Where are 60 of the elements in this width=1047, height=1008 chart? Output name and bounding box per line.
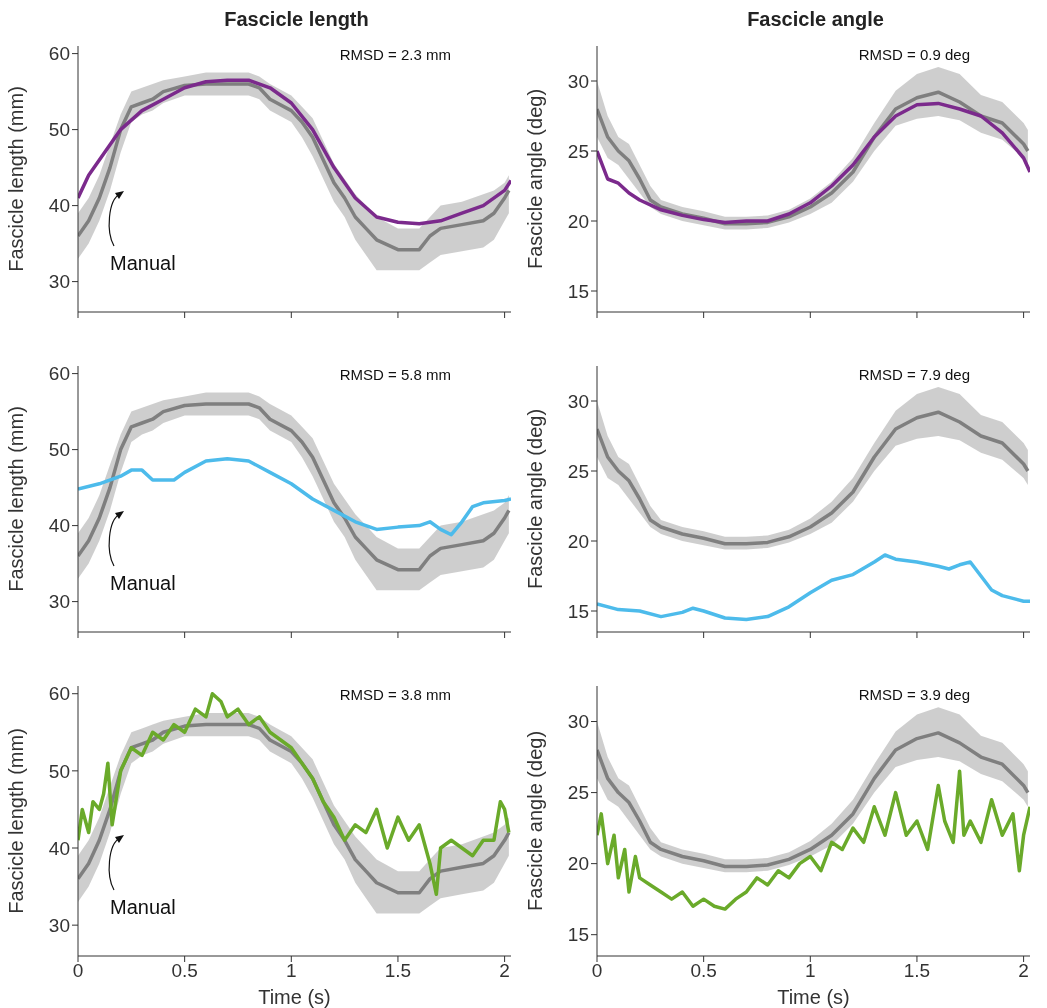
annotation: RMSD = 7.9 deg (858, 366, 970, 383)
y-tick-label: 30 (567, 70, 589, 92)
y-tick-label: 40 (48, 195, 70, 217)
y-tick-label: 30 (48, 914, 70, 936)
annotation: Manual (110, 572, 176, 594)
annotation: RMSD = 0.9 deg (858, 46, 970, 63)
annotation: Manual (110, 252, 176, 274)
y-tick-label: 20 (567, 210, 589, 232)
y-tick-label: 60 (48, 43, 70, 65)
line-series (597, 731, 1030, 869)
x-tick-label: 0 (72, 960, 84, 982)
y-tick-label: 15 (567, 924, 589, 946)
x-tick-label: 0.5 (171, 960, 198, 982)
annotation: RMSD = 5.8 mm (339, 366, 451, 383)
y-tick-label: 25 (567, 140, 589, 162)
y-tick-label: 25 (567, 460, 589, 482)
y-tick-label: 60 (48, 363, 70, 385)
y-axis-title: Fascicle length (mm) (5, 86, 28, 272)
y-tick-label: 60 (48, 683, 70, 705)
y-axis-title: Fascicle angle (deg) (524, 88, 547, 270)
y-tick-label: 50 (48, 760, 70, 782)
y-axis-title: Fascicle angle (deg) (524, 408, 547, 590)
y-tick-label: 15 (567, 600, 589, 622)
y-tick-label: 50 (48, 439, 70, 461)
x-axis-title: Time (s) (258, 986, 331, 1008)
x-tick-label: 1.5 (384, 960, 412, 982)
y-tick-label: 25 (567, 782, 589, 804)
line-series (597, 769, 1030, 911)
x-tick-label: 0 (591, 960, 603, 982)
line-series (78, 78, 511, 226)
chart-title: Fascicle angle (746, 8, 885, 32)
y-tick-label: 20 (567, 530, 589, 552)
y-axis-title: Fascicle angle (deg) (524, 730, 547, 912)
annotation: RMSD = 3.8 mm (339, 686, 451, 703)
y-tick-label: 15 (567, 280, 589, 302)
chart-title: Fascicle length (223, 8, 370, 32)
x-tick-label: 2 (499, 960, 510, 982)
y-tick-label: 40 (48, 515, 70, 537)
line-series (597, 553, 1030, 622)
y-tick-label: 20 (567, 853, 589, 875)
x-tick-label: 1.5 (903, 960, 931, 982)
y-tick-label: 30 (567, 711, 589, 733)
y-axis-title: Fascicle length (mm) (5, 406, 28, 592)
x-axis-title: Time (s) (777, 986, 850, 1008)
x-tick-label: 0.5 (690, 960, 717, 982)
y-tick-label: 50 (48, 119, 70, 141)
y-tick-label: 30 (48, 271, 70, 293)
annotation: RMSD = 3.9 deg (858, 686, 970, 703)
line-series (597, 410, 1030, 546)
y-axis-title: Fascicle length (mm) (5, 728, 28, 914)
x-tick-label: 2 (1018, 960, 1029, 982)
y-tick-label: 30 (567, 390, 589, 412)
line-series (78, 456, 511, 537)
y-tick-label: 40 (48, 837, 70, 859)
annotation: RMSD = 2.3 mm (339, 46, 451, 63)
y-tick-label: 30 (48, 591, 70, 613)
x-tick-label: 1 (805, 960, 816, 982)
annotation: Manual (110, 896, 176, 918)
x-tick-label: 1 (286, 960, 297, 982)
line-series (78, 691, 511, 897)
